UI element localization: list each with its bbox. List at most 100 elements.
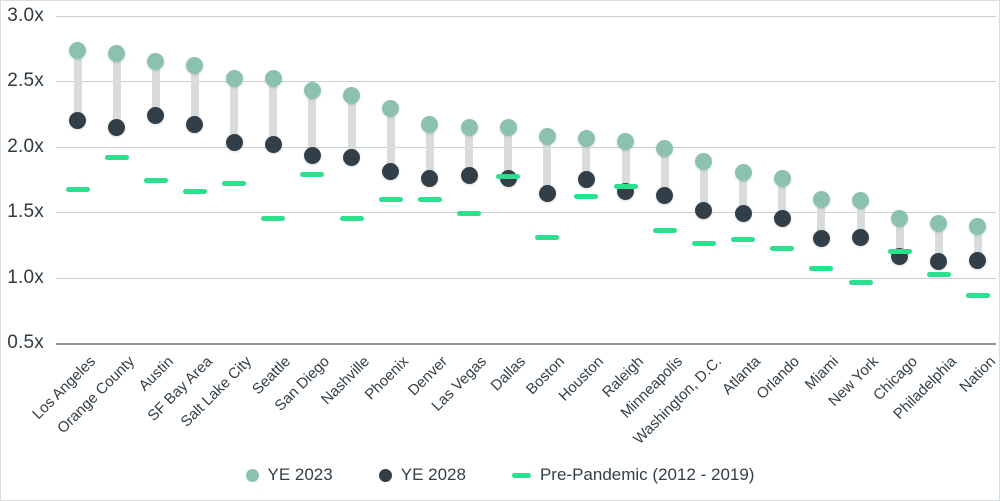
ye-2028-point	[108, 118, 126, 136]
ye-2028-point	[930, 253, 948, 271]
y-axis-tick-label: 1.5x	[7, 201, 44, 223]
ye-2028-point	[852, 228, 869, 246]
ye-2028-point	[69, 112, 86, 130]
pre-pandemic-dash	[65, 187, 90, 193]
ye-2028-point	[303, 147, 321, 165]
pre-pandemic-dash	[887, 248, 912, 254]
pre-pandemic-dash	[339, 216, 364, 222]
legend-dot-icon	[245, 468, 259, 482]
ye-2028-point	[538, 185, 556, 203]
ye-2023-point	[382, 100, 400, 118]
dumbbell-connector	[308, 90, 317, 156]
pre-pandemic-dash	[300, 171, 325, 177]
dumbbell-connector	[347, 95, 356, 158]
ye-2023-point	[734, 164, 752, 182]
ye-2023-point	[460, 118, 478, 136]
ye-2023-point	[773, 169, 791, 187]
x-axis-label: Dallas	[487, 353, 530, 395]
ye-2028-point	[969, 252, 987, 270]
dumbbell-connector	[425, 124, 434, 179]
y-axis-tick-label: 2.5x	[7, 70, 44, 92]
pre-pandemic-dash	[457, 211, 481, 216]
ye-2023-point	[147, 53, 165, 71]
dumbbell-connector	[269, 78, 278, 145]
ye-2028-point	[147, 106, 165, 124]
ye-2023-point	[186, 57, 204, 75]
pre-pandemic-dash	[731, 237, 756, 243]
y-axis-tick-label: 0.5x	[7, 332, 44, 353]
gridline	[56, 146, 996, 148]
legend-label: Pre-Pandemic (2012 - 2019)	[539, 465, 755, 484]
ye-2023-point	[812, 190, 830, 208]
pre-pandemic-dash	[104, 154, 129, 160]
pre-pandemic-dash	[378, 196, 403, 202]
ye-2023-point	[930, 215, 948, 233]
dumbbell-connector	[465, 127, 473, 176]
ye-2023-point	[538, 127, 556, 145]
ye-2023-point	[108, 45, 126, 63]
dumbbell-connector	[386, 108, 395, 172]
ye-2028-point	[343, 148, 361, 166]
pre-pandemic-dash	[770, 246, 795, 252]
ye-2023-point	[656, 139, 674, 157]
legend-dash-icon	[511, 472, 531, 478]
dumbbell-connector	[151, 61, 160, 116]
dumbbell-connector	[739, 172, 748, 214]
pre-pandemic-dash	[848, 280, 873, 286]
dumbbell-connector	[817, 199, 826, 239]
ye-2023-point	[969, 218, 987, 236]
gridline	[56, 212, 996, 214]
ye-2028-point	[382, 163, 400, 181]
legend-label: YE 2023	[267, 465, 333, 484]
gridline	[56, 277, 996, 279]
pre-pandemic-dash	[261, 216, 286, 222]
pre-pandemic-dash	[926, 272, 951, 278]
pre-pandemic-dash	[809, 265, 834, 271]
ye-2023-point	[499, 118, 517, 136]
legend-label: YE 2028	[400, 465, 466, 484]
ye-2023-point	[69, 41, 86, 59]
legend: YE 2023 YE 2028 Pre-Pandemic (2012 - 2019)	[1, 465, 999, 485]
ye-2023-point	[577, 130, 595, 148]
pre-pandemic-dash	[652, 228, 677, 233]
ye-2028-point	[812, 229, 830, 247]
ye-2028-point	[773, 210, 791, 228]
ye-2028-point	[695, 202, 713, 220]
ye-2023-point	[264, 70, 282, 88]
ye-2023-point	[891, 210, 909, 228]
y-axis-tick-label: 1.0x	[7, 266, 44, 288]
gridline	[56, 16, 996, 17]
dumbbell-connector	[73, 50, 82, 121]
pre-pandemic-dash	[182, 188, 207, 194]
legend-item: YE 2023	[245, 465, 333, 485]
pre-pandemic-dash	[496, 174, 521, 180]
dumbbell-connector	[660, 148, 669, 196]
pre-pandemic-dash	[965, 293, 990, 299]
y-axis-tick-label: 2.0x	[7, 135, 44, 157]
pre-pandemic-dash	[143, 178, 168, 184]
ye-2028-point	[734, 205, 752, 222]
legend-item: Pre-Pandemic (2012 - 2019)	[511, 465, 755, 485]
ye-2023-point	[617, 133, 635, 151]
ye-2028-point	[460, 167, 478, 185]
x-axis-label: Orlando	[753, 353, 804, 403]
x-axis-label: Nation	[956, 353, 999, 396]
x-axis-baseline	[56, 343, 996, 345]
dumbbell-connector	[973, 226, 982, 261]
pre-pandemic-dash	[691, 241, 716, 247]
plot-area: 3.0x 2.5x 2.0x 1.5x 1.0x 0.5x	[7, 5, 996, 353]
pre-pandemic-dash	[613, 183, 638, 189]
dumbbell-connector	[543, 136, 552, 194]
y-axis-tick-label: 3.0x	[7, 5, 44, 26]
ye-2028-point	[186, 116, 204, 134]
ye-2023-point	[421, 116, 439, 134]
pre-pandemic-dash	[222, 180, 247, 186]
ye-2023-point	[852, 191, 869, 209]
ye-2023-point	[303, 82, 321, 100]
dumbbell-connector	[856, 200, 865, 238]
ye-2028-point	[421, 169, 439, 187]
pre-pandemic-dash	[574, 194, 599, 199]
dumbbell-connector	[778, 178, 787, 219]
dumbbell-connector	[934, 223, 943, 262]
